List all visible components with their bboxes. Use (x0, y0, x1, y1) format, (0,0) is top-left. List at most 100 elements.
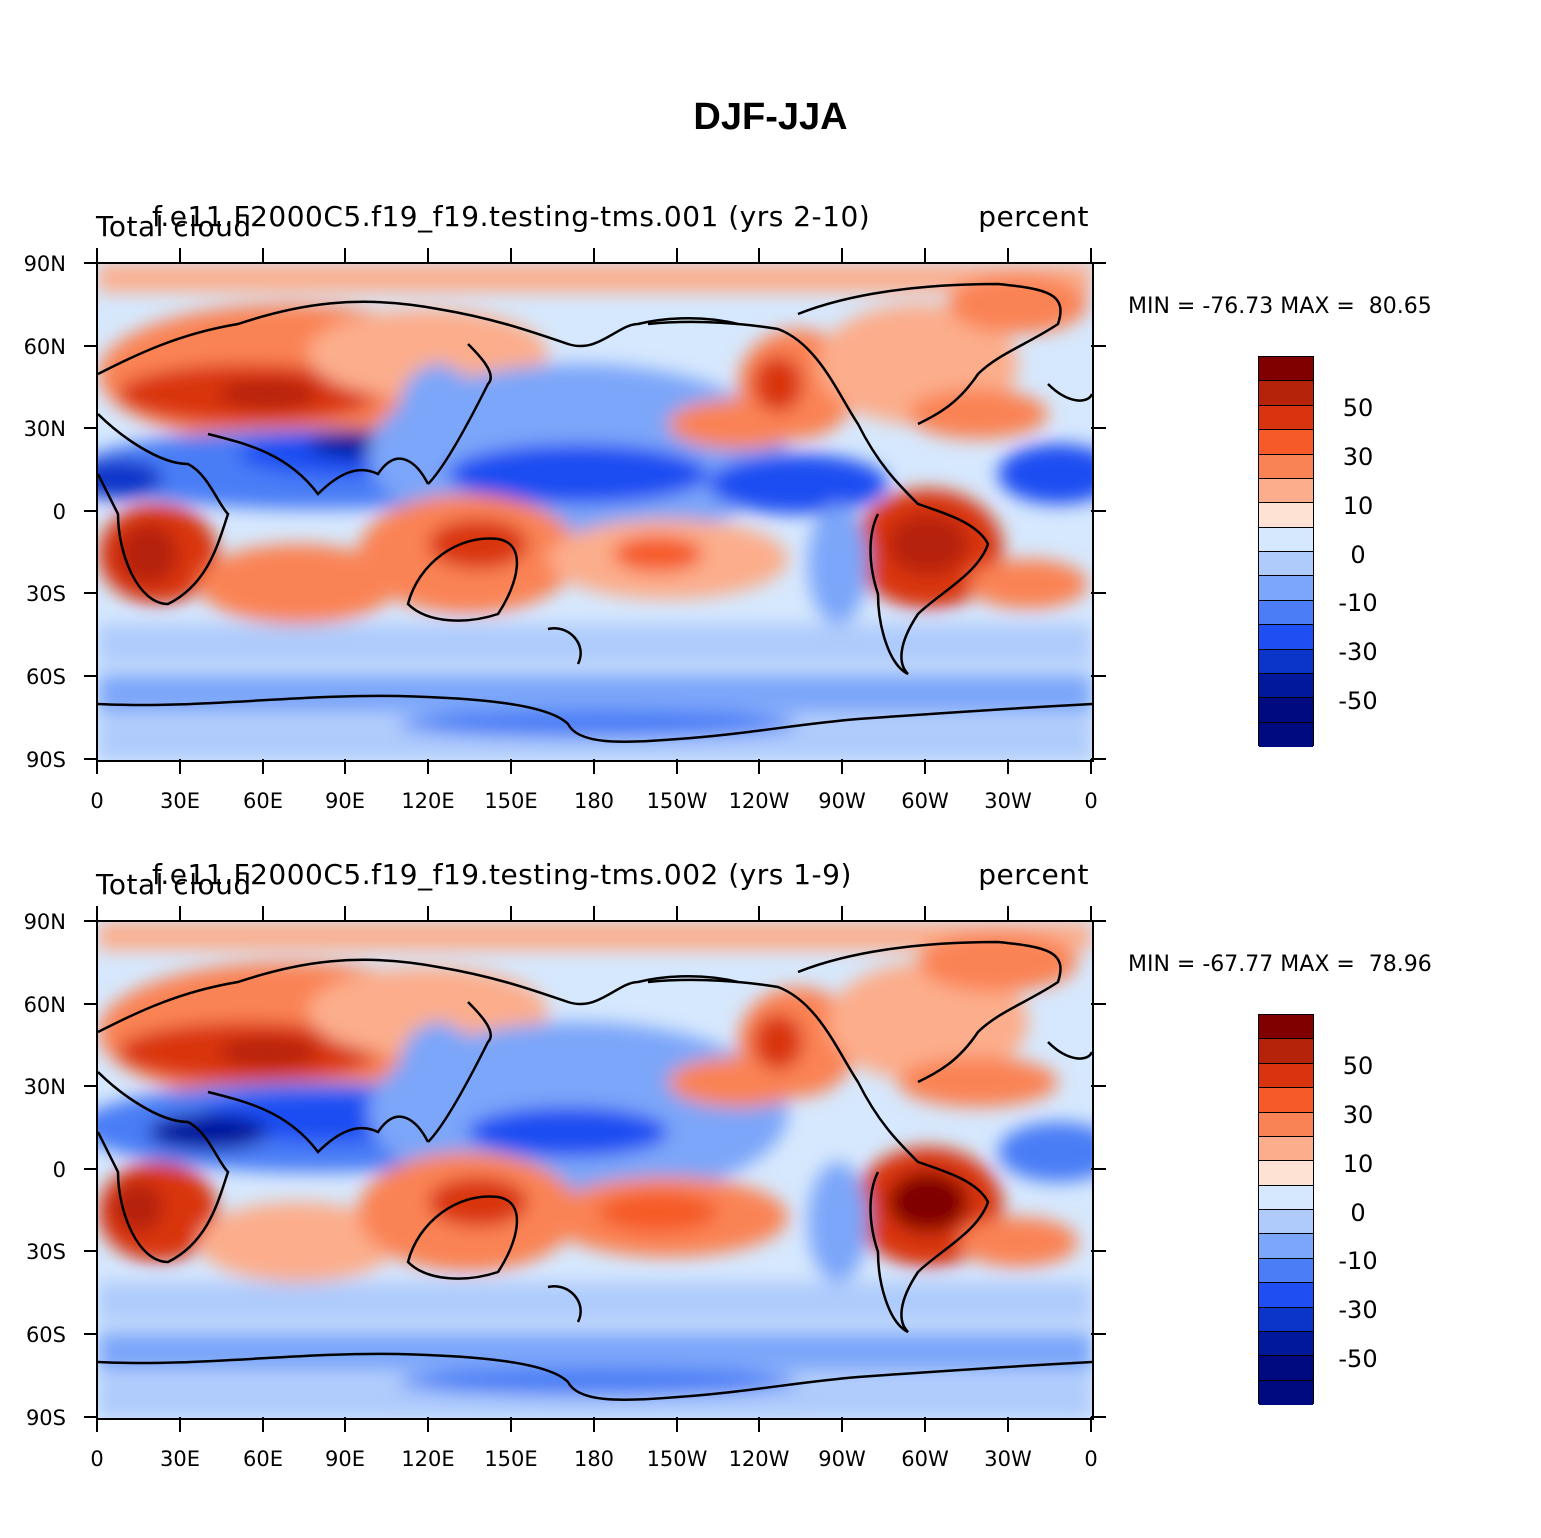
lon-label: 120E (401, 1447, 454, 1471)
figure-title: DJF-JJA (693, 96, 848, 138)
lon-label: 120W (729, 1447, 790, 1471)
colorbar-box (1259, 600, 1313, 626)
colorbar-box (1259, 576, 1313, 601)
lon-label: 60W (901, 789, 949, 813)
colorbar-box (1259, 1161, 1313, 1186)
colorbar-box (1259, 1015, 1313, 1040)
lon-label: 90W (818, 789, 866, 813)
lat-label: 30N (24, 417, 66, 441)
lon-label: 120E (401, 789, 454, 813)
lon-label: 30E (160, 1447, 200, 1471)
colorbar-box (1259, 1210, 1313, 1235)
lat-label: 30S (26, 582, 66, 606)
colorbar-label: -50 (1338, 687, 1378, 715)
colorbar-box (1259, 478, 1313, 504)
lon-label: 120W (729, 789, 790, 813)
colorbar-box (1259, 1063, 1313, 1089)
colorbar-label: 30 (1342, 1101, 1374, 1129)
colorbar-box (1259, 405, 1313, 431)
panel-left-title: Total cloud (96, 210, 252, 243)
colorbar-box (1259, 1088, 1313, 1113)
lon-label: 90E (325, 789, 365, 813)
colorbar-label: 10 (1342, 492, 1374, 520)
lon-label: 180 (574, 789, 614, 813)
lat-label: 60S (26, 1323, 66, 1347)
lon-label: 0 (1084, 1447, 1097, 1471)
map-axes: 90N 60N 30N 0 30S 60S 90S 0 30E 60E 90E … (24, 906, 1106, 1471)
min-max-readout: MIN = -76.73 MAX = 80.65 (1128, 294, 1432, 319)
colorbar-box (1259, 673, 1313, 699)
map-plot-area (96, 920, 1094, 1420)
lat-label: 60S (26, 665, 66, 689)
panel-1: Total cloud f.e11.F2000C5.f19_f19.testin… (0, 196, 1541, 856)
lat-label: 90S (26, 1406, 66, 1430)
panel-center-title: f.e11.F2000C5.f19_f19.testing-tms.002 (y… (152, 858, 852, 891)
colorbar-box (1259, 1039, 1313, 1064)
colorbar-box (1259, 357, 1313, 382)
colorbar-label: 10 (1342, 1150, 1374, 1178)
colorbar-label: 50 (1342, 394, 1374, 422)
colorbar-label: 50 (1342, 1052, 1374, 1080)
lat-label: 60N (24, 993, 66, 1017)
lat-label: 0 (53, 500, 66, 524)
panel-left-title: Total cloud (96, 868, 252, 901)
lon-label: 30W (984, 1447, 1032, 1471)
min-value: MIN = -76.73 (1128, 294, 1274, 319)
lon-label: 0 (90, 789, 103, 813)
panel-2: Total cloud f.e11.F2000C5.f19_f19.testin… (0, 854, 1541, 1514)
colorbar-label: 0 (1350, 1199, 1366, 1227)
colorbar-box (1259, 430, 1313, 455)
colorbar (1258, 356, 1314, 747)
lon-label: 150E (484, 789, 537, 813)
lat-label: 0 (53, 1158, 66, 1182)
colorbar (1258, 1014, 1314, 1405)
lon-label: 30E (160, 789, 200, 813)
lon-label: 150E (484, 1447, 537, 1471)
panel-units-title: percent (978, 200, 1089, 233)
colorbar-box (1259, 1331, 1313, 1357)
colorbar-box (1259, 1356, 1313, 1381)
colorbar-label: -30 (1338, 1296, 1378, 1324)
lon-label: 60W (901, 1447, 949, 1471)
lat-label: 30N (24, 1075, 66, 1099)
colorbar-label: 30 (1342, 443, 1374, 471)
lon-label: 0 (90, 1447, 103, 1471)
min-value: MIN = -67.77 (1128, 952, 1274, 977)
colorbar-box (1259, 1283, 1313, 1308)
colorbar-box (1259, 625, 1313, 650)
lat-label: 90N (24, 252, 66, 276)
colorbar-box (1259, 698, 1313, 723)
lon-label: 150W (647, 789, 708, 813)
max-value: MAX = 80.65 (1280, 294, 1432, 319)
lon-label: 90W (818, 1447, 866, 1471)
lat-label: 90N (24, 910, 66, 934)
colorbar-box (1259, 722, 1313, 747)
colorbar-box (1259, 381, 1313, 406)
colorbar-box (1259, 454, 1313, 479)
colorbar-box (1259, 1136, 1313, 1162)
colorbar-label: -30 (1338, 638, 1378, 666)
min-max-readout: MIN = -67.77 MAX = 78.96 (1128, 952, 1432, 977)
lon-label: 0 (1084, 789, 1097, 813)
lon-label: 60E (243, 1447, 283, 1471)
colorbar-box (1259, 552, 1313, 577)
lon-label: 150W (647, 1447, 708, 1471)
lon-label: 180 (574, 1447, 614, 1471)
colorbar-box (1259, 1185, 1313, 1210)
colorbar-box (1259, 1307, 1313, 1332)
panel-center-title: f.e11.F2000C5.f19_f19.testing-tms.001 (y… (152, 200, 871, 233)
lat-label: 90S (26, 748, 66, 772)
max-value: MAX = 78.96 (1280, 952, 1432, 977)
colorbar-label: -10 (1338, 589, 1378, 617)
lon-label: 90E (325, 1447, 365, 1471)
lat-label: 30S (26, 1240, 66, 1264)
colorbar-box (1259, 1112, 1313, 1137)
panel-units-title: percent (978, 858, 1089, 891)
colorbar-box (1259, 527, 1313, 552)
colorbar-label: -50 (1338, 1345, 1378, 1373)
cloud-difference-map (98, 922, 1092, 1418)
colorbar-box (1259, 503, 1313, 528)
colorbar-box (1259, 1234, 1313, 1259)
colorbar-box (1259, 1380, 1313, 1405)
lat-label: 60N (24, 335, 66, 359)
